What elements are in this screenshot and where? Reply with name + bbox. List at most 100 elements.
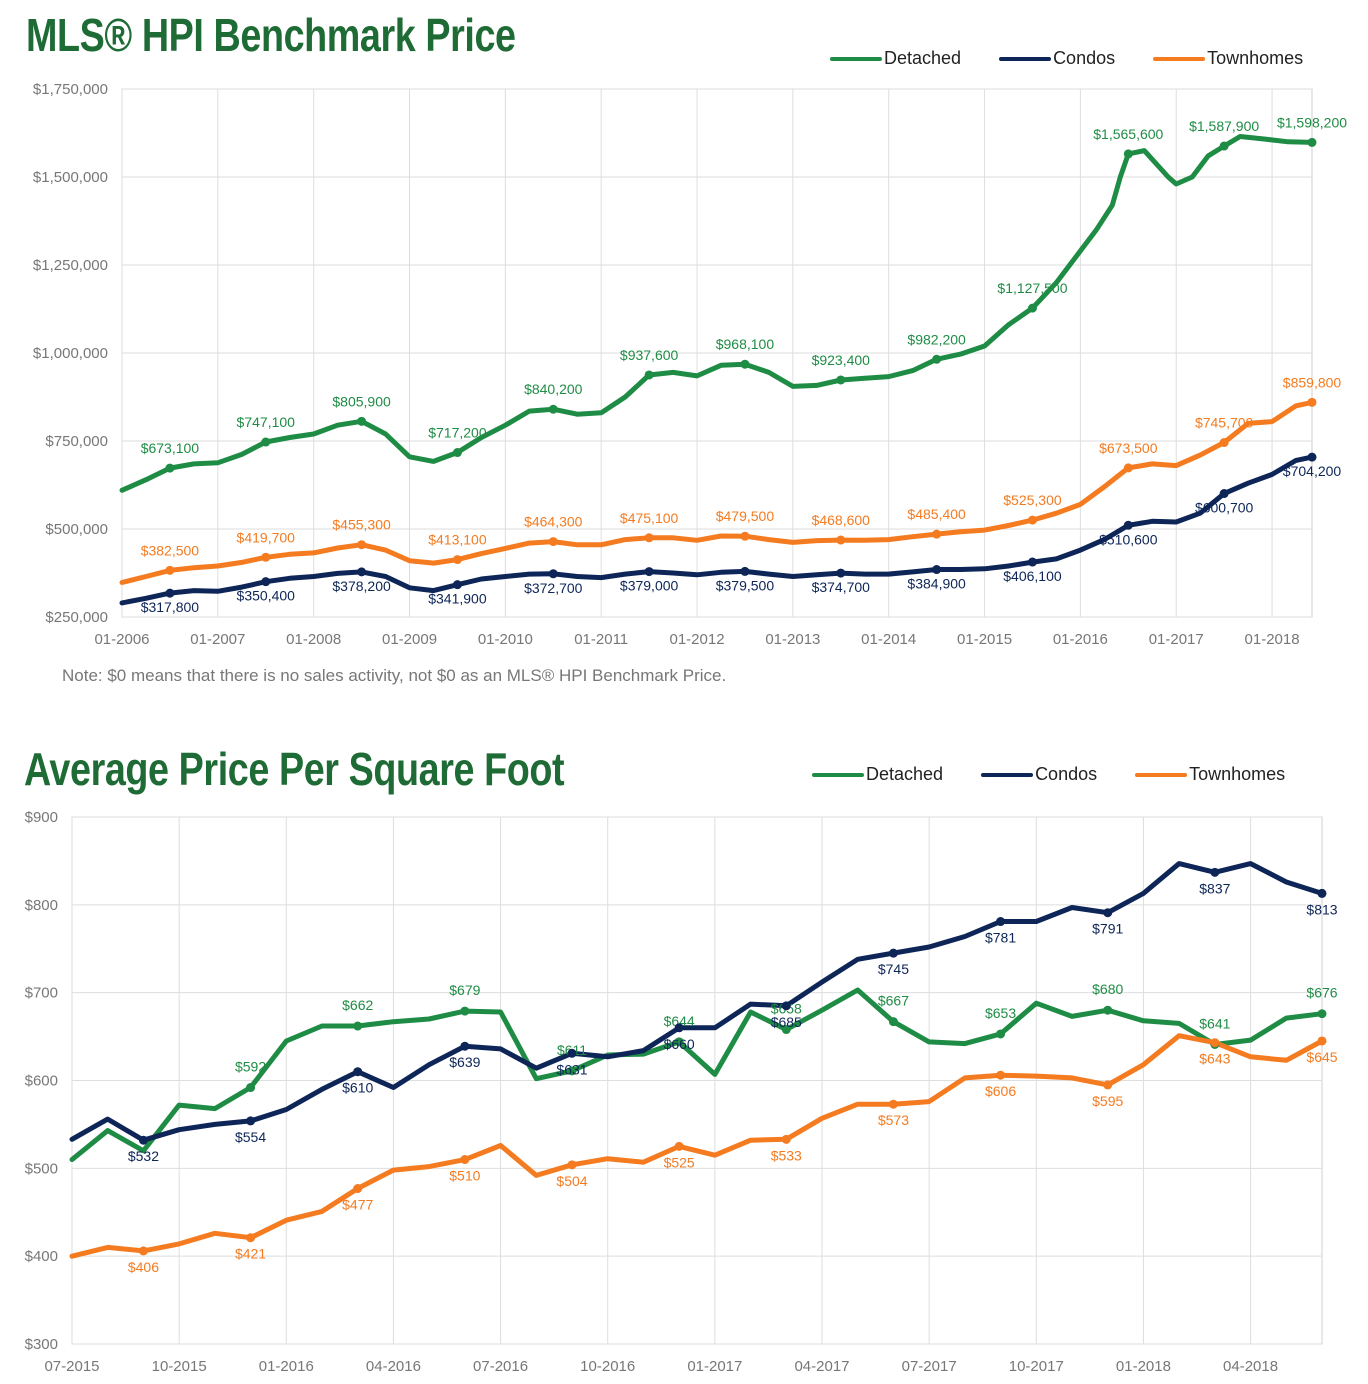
data-point-detached	[932, 354, 942, 364]
data-label-townhomes: $382,500	[141, 542, 200, 558]
data-label-condos: $791	[1092, 921, 1123, 937]
data-point-detached	[996, 1029, 1006, 1039]
data-point-condos	[996, 917, 1006, 927]
data-label-condos: $704,200	[1283, 463, 1342, 479]
y-tick-label: $500	[25, 1160, 58, 1177]
x-tick-label: 01-2006	[94, 631, 149, 648]
chart-title-price-per-sqft: Average Price Per Square Foot	[24, 743, 565, 795]
data-point-detached	[567, 1066, 577, 1076]
data-point-condos	[932, 565, 942, 575]
data-point-detached	[781, 1025, 791, 1035]
legend-label-townhomes: Townhomes	[1207, 48, 1304, 68]
data-label-townhomes: $859,800	[1283, 374, 1342, 390]
legend-item-townhomes: Townhomes	[1135, 764, 1285, 785]
x-tick-label: 01-2014	[861, 631, 916, 648]
data-point-townhomes	[460, 1155, 470, 1165]
data-label-townhomes: $606	[985, 1083, 1016, 1099]
data-point-detached	[1307, 137, 1317, 147]
data-label-condos: $384,900	[907, 576, 966, 592]
series-line-condos	[119, 454, 1315, 606]
data-point-condos	[548, 569, 558, 579]
data-label-detached: $840,200	[524, 381, 583, 397]
data-label-condos: $510,600	[1099, 531, 1158, 547]
data-label-townhomes: $673,500	[1099, 440, 1158, 456]
y-tick-label: $250,000	[45, 609, 108, 626]
data-point-condos	[1027, 557, 1037, 567]
data-label-detached: $667	[878, 993, 909, 1009]
x-tick-label: 07-2016	[473, 1358, 528, 1375]
data-point-detached	[165, 463, 175, 473]
legend-swatch-townhomes	[1135, 772, 1188, 777]
data-label-condos: $532	[128, 1148, 159, 1164]
data-label-condos: $639	[449, 1054, 480, 1070]
y-tick-label: $300	[25, 1336, 58, 1353]
data-label-detached: $662	[342, 997, 373, 1013]
data-point-townhomes	[740, 531, 750, 541]
data-point-condos	[353, 1067, 363, 1077]
data-label-townhomes: $464,300	[524, 514, 583, 530]
legend-swatch-condos	[999, 56, 1052, 61]
data-point-townhomes	[246, 1233, 256, 1243]
data-point-detached	[460, 1006, 470, 1016]
data-label-condos: $341,900	[428, 591, 487, 607]
data-label-townhomes: $468,600	[812, 512, 871, 528]
data-point-detached	[644, 370, 654, 380]
data-point-detached	[1317, 1009, 1327, 1019]
data-label-townhomes: $475,100	[620, 510, 679, 526]
data-label-townhomes: $595	[1092, 1093, 1123, 1109]
series-line-detached	[119, 134, 1315, 493]
data-label-condos: $374,700	[812, 579, 871, 595]
data-label-townhomes: $419,700	[237, 529, 296, 545]
data-label-townhomes: $533	[771, 1147, 802, 1163]
series-line-detached	[69, 987, 1325, 1163]
data-point-condos	[1307, 452, 1317, 462]
data-point-townhomes	[1317, 1036, 1327, 1046]
data-label-detached: $805,900	[332, 393, 391, 409]
x-tick-label: 01-2016	[1053, 631, 1108, 648]
data-point-detached	[1027, 303, 1037, 313]
data-label-detached: $717,200	[428, 425, 487, 441]
y-tick-label: $750,000	[45, 433, 108, 450]
legend-item-townhomes: Townhomes	[1153, 48, 1303, 69]
x-tick-label: 01-2016	[259, 1358, 314, 1375]
series-line-townhomes	[119, 399, 1315, 585]
data-point-townhomes	[1210, 1038, 1220, 1048]
data-point-townhomes	[452, 555, 462, 565]
data-label-townhomes: $643	[1199, 1051, 1230, 1067]
x-tick-label: 01-2013	[765, 631, 820, 648]
data-point-condos	[165, 588, 175, 598]
benchmark-price-chart: $250,000 $500,000 $750,000 $1,000,000 $1,250…	[33, 81, 1347, 648]
data-point-detached	[888, 1017, 898, 1027]
data-label-detached: $644	[664, 1013, 695, 1029]
data-label-condos: $554	[235, 1129, 266, 1145]
legend-swatch-detached	[812, 772, 864, 777]
data-point-condos	[1317, 888, 1327, 898]
data-point-townhomes	[165, 565, 175, 575]
data-point-townhomes	[1307, 397, 1317, 407]
data-label-detached: $592	[235, 1059, 266, 1075]
x-tick-label: 04-2017	[794, 1358, 849, 1375]
data-point-townhomes	[1027, 515, 1037, 525]
data-point-detached	[246, 1083, 256, 1093]
legend-label-detached: Detached	[884, 48, 962, 68]
data-label-detached: $968,100	[716, 336, 775, 352]
data-label-townhomes: $510	[449, 1168, 480, 1184]
y-tick-label: $1,250,000	[33, 257, 108, 274]
legend-item-condos: Condos	[999, 48, 1115, 69]
data-label-detached: $641	[1199, 1015, 1230, 1031]
data-label-detached: $747,100	[237, 414, 296, 430]
data-point-detached	[1219, 141, 1229, 151]
data-point-condos	[674, 1023, 684, 1033]
data-point-townhomes	[996, 1070, 1006, 1080]
x-tick-label: 07-2015	[44, 1358, 99, 1375]
data-label-townhomes: $525	[664, 1154, 695, 1170]
data-label-condos: $379,000	[620, 578, 679, 594]
data-point-detached	[548, 404, 558, 414]
data-label-condos: $631	[556, 1061, 587, 1077]
legend-label-condos: Condos	[1053, 48, 1116, 68]
series-line-townhomes	[69, 1033, 1325, 1259]
data-label-condos: $685	[771, 1014, 802, 1030]
data-label-detached: $937,600	[620, 347, 679, 363]
data-point-townhomes	[674, 1141, 684, 1151]
data-point-townhomes	[261, 552, 271, 562]
